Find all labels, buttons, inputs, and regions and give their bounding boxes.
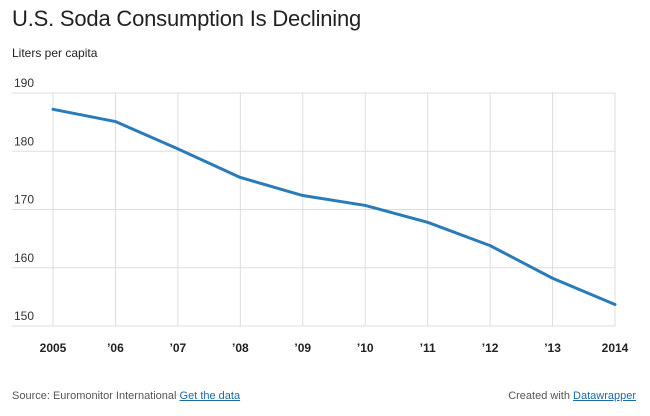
y-tick-label: 160 [14, 251, 34, 265]
x-tick-label: ’10 [357, 341, 374, 355]
line-chart: 150 160 170 180 190 2005 ’06 ’07 ’08 ’09 ’10 ’11 ’1… [12, 76, 629, 355]
x-tick-label: ’06 [107, 341, 124, 355]
get-data-link[interactable]: Get the data [179, 390, 241, 402]
created-with-text: Created with [508, 390, 570, 402]
x-tick-label: ’13 [544, 341, 561, 355]
chart-title: U.S. Soda Consumption Is Declining [12, 6, 362, 31]
x-axis-ticks: 2005 ’06 ’07 ’08 ’09 ’10 ’11 ’12 ’13 2014 [40, 341, 629, 355]
x-tick-label: ’07 [170, 341, 187, 355]
data-point [239, 176, 242, 179]
chart-subtitle: Liters per capita [12, 46, 98, 60]
datawrapper-link[interactable]: Datawrapper [573, 390, 636, 402]
data-point [301, 194, 304, 197]
y-tick-label: 190 [14, 76, 34, 90]
data-point [176, 147, 180, 151]
data-point [114, 120, 117, 123]
chart-footer-source: Source: Euromonitor International Get th… [12, 390, 240, 402]
x-tick-label: ’09 [294, 341, 311, 355]
data-point [613, 303, 617, 306]
data-point [426, 221, 429, 224]
y-axis-ticks: 150 160 170 180 190 [14, 76, 34, 323]
data-point [551, 277, 554, 280]
series-line [51, 107, 617, 306]
y-tick-label: 150 [14, 309, 34, 323]
data-point [488, 244, 492, 247]
x-tick-label: ’12 [482, 341, 499, 355]
x-tick-label: 2005 [40, 341, 67, 355]
y-tick-label: 170 [14, 193, 34, 207]
chart-series [51, 107, 617, 306]
y-tick-label: 180 [14, 134, 34, 148]
data-point [364, 204, 367, 207]
x-tick-label: ’08 [232, 341, 249, 355]
x-tick-label: 2014 [602, 341, 629, 355]
chart-gridlines [12, 92, 616, 327]
x-tick-label: ’11 [420, 341, 436, 355]
chart-footer-credit: Created with Datawrapper [508, 390, 636, 402]
data-point [51, 108, 55, 111]
source-text: Source: Euromonitor International [12, 390, 177, 402]
